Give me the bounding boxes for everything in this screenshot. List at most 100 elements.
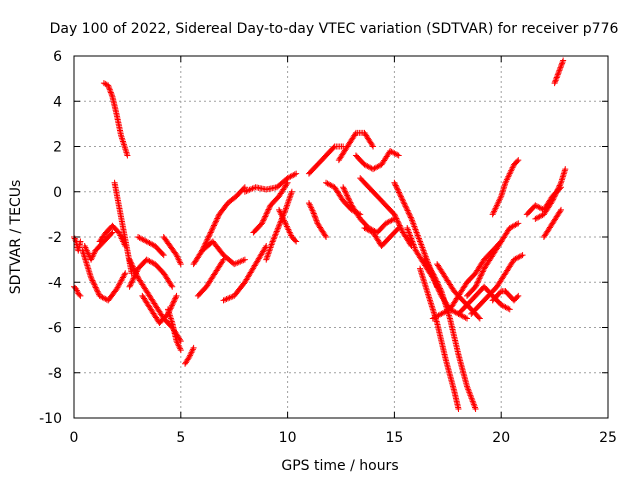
- data-point: [550, 196, 557, 203]
- data-point: [127, 282, 134, 289]
- data-point: [93, 285, 100, 292]
- data-point: [126, 256, 133, 263]
- data-series: [276, 206, 300, 245]
- data-point: [515, 157, 522, 164]
- data-point: [391, 211, 398, 218]
- data-point: [204, 236, 211, 243]
- data-point: [437, 285, 444, 292]
- data-point: [551, 193, 558, 200]
- gridlines: [74, 56, 608, 418]
- data-point: [472, 405, 479, 412]
- data-point: [275, 224, 282, 231]
- data-series: [79, 247, 129, 304]
- data-point: [472, 283, 479, 290]
- data-point: [270, 237, 277, 244]
- data-point: [553, 74, 560, 81]
- data-point: [170, 299, 177, 306]
- data-point: [169, 301, 176, 308]
- data-point: [557, 181, 564, 188]
- data-point: [555, 70, 562, 77]
- x-tick-label: 15: [385, 430, 403, 446]
- data-point: [107, 88, 114, 95]
- data-point: [395, 188, 402, 195]
- data-point: [209, 226, 216, 233]
- data-point: [556, 183, 563, 190]
- data-point: [436, 284, 443, 291]
- data-point: [343, 191, 350, 198]
- data-point: [519, 252, 526, 259]
- data-point: [276, 221, 283, 228]
- y-tick-label: -6: [48, 321, 62, 337]
- data-point: [402, 203, 409, 210]
- y-tick-label: 6: [53, 49, 62, 65]
- data-series: [220, 243, 270, 304]
- data-point: [559, 60, 566, 67]
- data-point: [322, 232, 329, 239]
- data-point: [266, 205, 273, 212]
- data-point: [159, 250, 166, 257]
- data-point: [455, 405, 462, 412]
- data-point: [172, 294, 179, 301]
- data-point: [370, 143, 377, 150]
- data-series: [502, 288, 522, 304]
- data-point: [462, 314, 469, 321]
- data-point: [435, 281, 442, 288]
- data-point: [394, 186, 401, 193]
- data-point: [433, 278, 440, 285]
- data-series: [417, 265, 462, 412]
- x-tick-label: 5: [176, 430, 185, 446]
- data-point: [131, 267, 138, 274]
- data-point: [210, 222, 217, 229]
- y-tick-label: -8: [48, 366, 62, 382]
- data-point: [434, 279, 441, 286]
- data-point: [258, 220, 265, 227]
- data-point: [109, 229, 116, 236]
- data-point: [557, 64, 564, 71]
- data-point: [431, 272, 438, 279]
- data-point: [90, 278, 97, 285]
- data-point: [173, 292, 180, 299]
- data-point: [310, 210, 317, 217]
- data-point: [476, 275, 483, 282]
- data-point: [283, 181, 290, 188]
- data-point: [106, 86, 113, 93]
- data-point: [263, 210, 270, 217]
- y-tick-label: -10: [39, 411, 62, 427]
- data-points: [71, 57, 569, 412]
- data-series: [139, 292, 180, 326]
- data-point: [177, 347, 184, 354]
- data-point: [313, 219, 320, 226]
- data-point: [560, 57, 567, 64]
- data-point: [394, 185, 401, 192]
- data-point: [475, 276, 482, 283]
- data-point: [407, 214, 414, 221]
- data-point: [391, 179, 398, 186]
- data-point: [394, 216, 401, 223]
- data-point: [273, 228, 280, 235]
- data-point: [171, 297, 178, 304]
- data-point: [553, 75, 560, 82]
- data-point: [552, 192, 559, 199]
- data-point: [550, 195, 557, 202]
- data-point: [429, 270, 436, 277]
- data-point: [401, 201, 408, 208]
- data-point: [160, 252, 167, 259]
- data-series: [352, 148, 402, 173]
- data-point: [555, 68, 562, 75]
- data-point: [203, 237, 210, 244]
- y-tick-label: 4: [53, 94, 62, 110]
- data-point: [260, 217, 267, 224]
- data-point: [310, 209, 317, 216]
- data-point: [506, 306, 513, 313]
- data-point: [203, 239, 210, 246]
- data-point: [108, 90, 115, 97]
- data-point: [398, 195, 405, 202]
- data-point: [435, 282, 442, 289]
- data-point: [395, 219, 402, 226]
- data-series: [199, 238, 248, 268]
- data-point: [214, 214, 221, 221]
- data-point: [260, 216, 267, 223]
- data-point: [105, 83, 112, 90]
- data-point: [556, 182, 563, 189]
- data-point: [556, 67, 563, 74]
